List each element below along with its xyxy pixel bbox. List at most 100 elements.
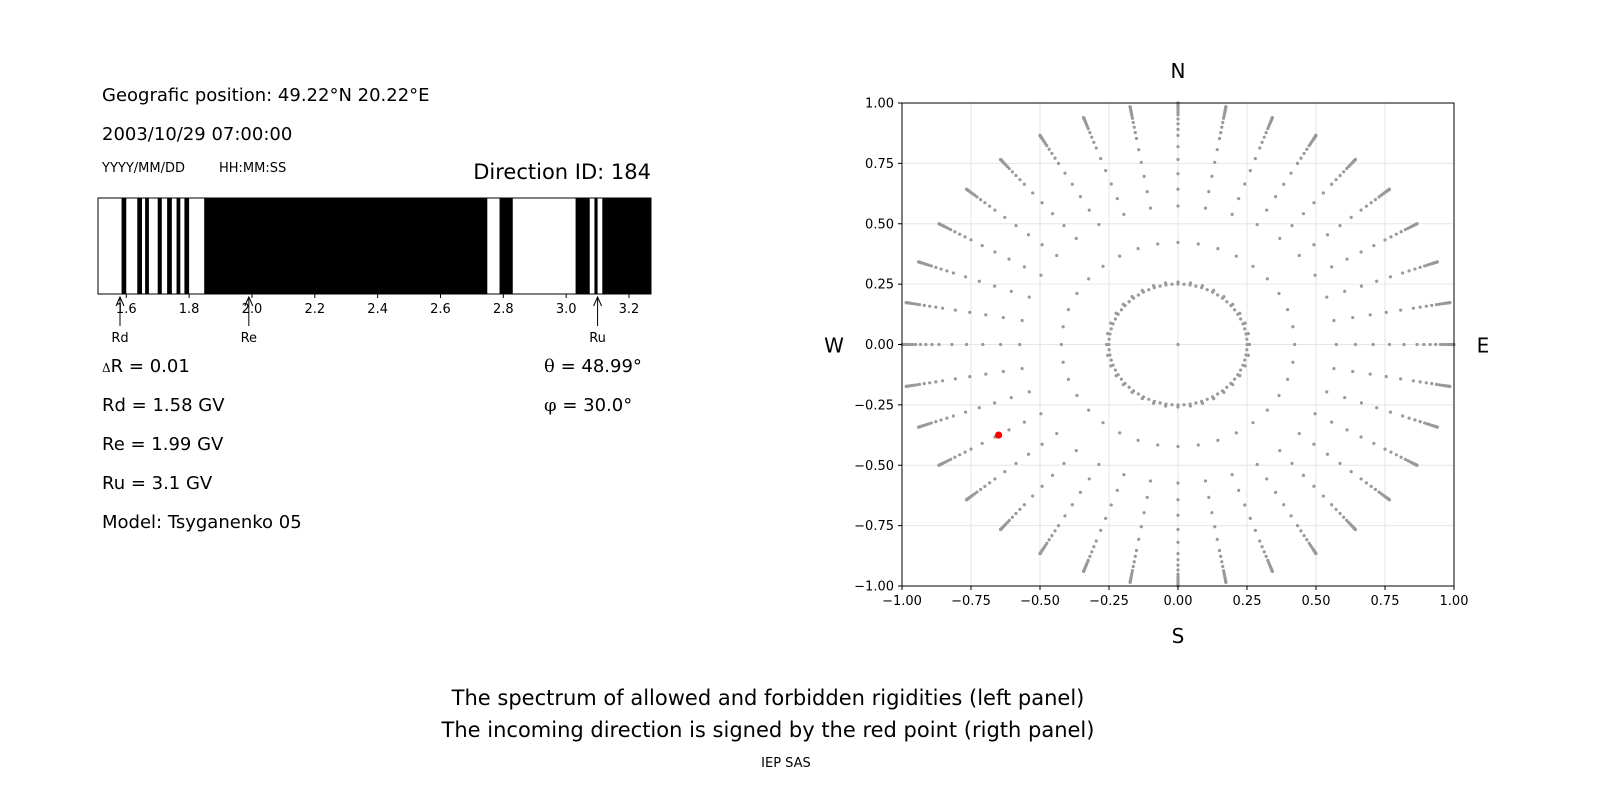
direction-point xyxy=(924,342,928,347)
direction-point xyxy=(1070,182,1074,186)
direction-point xyxy=(1233,377,1237,381)
direction-point xyxy=(1286,377,1290,382)
direction-point xyxy=(1247,342,1252,347)
credit: IEP SAS xyxy=(761,756,811,771)
direction-point xyxy=(1118,431,1122,435)
direction-point xyxy=(1248,516,1252,520)
direction-point xyxy=(1435,260,1439,264)
direction-point xyxy=(1313,412,1317,416)
spectrum-tick-label: 3.2 xyxy=(619,302,640,317)
direction-point xyxy=(1234,431,1238,435)
direction-point xyxy=(1411,379,1415,383)
direction-point xyxy=(1415,222,1419,226)
direction-point xyxy=(918,342,922,347)
direction-point xyxy=(1413,267,1417,271)
direction-point xyxy=(915,302,919,306)
marker-ru-label: Ru xyxy=(589,331,606,346)
direction-point xyxy=(1277,291,1281,296)
direction-point xyxy=(1074,236,1078,240)
direction-point xyxy=(1435,425,1439,429)
direction-point xyxy=(1401,414,1405,418)
direction-point xyxy=(1128,580,1132,584)
direction-point xyxy=(917,425,921,429)
time-format-label: HH:MM:SS xyxy=(219,161,287,176)
incoming-direction-chart: −1.00−1.00 −0.75 −0.75 −0.50 −0.50 −0.25 −0.25… xyxy=(824,59,1489,648)
direction-point xyxy=(1371,342,1375,347)
direction-point xyxy=(1090,550,1094,554)
direction-point xyxy=(1053,529,1057,533)
direction-point xyxy=(1128,105,1132,109)
direction-point xyxy=(1399,308,1403,312)
direction-point xyxy=(1003,215,1007,219)
direction-point xyxy=(1176,133,1180,137)
direction-point xyxy=(1088,131,1092,135)
direction-point xyxy=(1418,380,1422,384)
date-time: 2003/10/29 07:00:00 xyxy=(102,124,293,145)
direction-point xyxy=(1014,461,1018,466)
y-tick-label: 0.50 xyxy=(865,217,894,232)
direction-point xyxy=(1007,257,1011,261)
direction-point xyxy=(1104,516,1108,520)
direction-point xyxy=(958,453,962,457)
direction-point xyxy=(1205,288,1209,292)
direction-point xyxy=(988,204,992,208)
forbidden-band-10 xyxy=(594,198,598,294)
direction-point xyxy=(1383,447,1387,451)
direction-point xyxy=(1411,306,1415,310)
direction-point xyxy=(953,377,957,381)
spectrum-tick-label: 2.8 xyxy=(493,302,514,317)
direction-point xyxy=(1111,322,1115,326)
direction-point xyxy=(1127,385,1131,389)
direction-point xyxy=(1152,286,1156,290)
direction-point xyxy=(1424,381,1428,385)
direction-point xyxy=(1139,160,1143,164)
theta-symbol: θ xyxy=(544,356,555,377)
spectrum-tick-label: 3.0 xyxy=(556,302,577,317)
direction-point xyxy=(1245,337,1249,341)
rd-value: Rd = 1.58 GV xyxy=(102,395,225,416)
direction-point xyxy=(1133,130,1137,135)
direction-point xyxy=(984,372,988,376)
direction-point xyxy=(1225,385,1229,389)
direction-point xyxy=(1176,204,1180,208)
x-tick-label: 0.50 xyxy=(1302,594,1331,609)
direction-point xyxy=(1394,453,1398,457)
direction-point xyxy=(1082,569,1086,574)
phi-text: = 30.0° xyxy=(556,395,633,416)
direction-point xyxy=(1136,246,1140,251)
direction-point xyxy=(1061,325,1065,329)
direction-point xyxy=(939,418,943,422)
direction-point xyxy=(1142,174,1146,178)
direction-point xyxy=(1359,401,1363,405)
direction-point xyxy=(1293,342,1297,347)
direction-point xyxy=(917,260,921,264)
direction-point xyxy=(1001,315,1005,320)
direction-point xyxy=(1031,494,1035,498)
direction-point xyxy=(1312,442,1316,446)
direction-point xyxy=(1330,420,1334,424)
direction-point xyxy=(1338,461,1342,466)
direction-point xyxy=(1220,296,1225,300)
direction-point xyxy=(1009,395,1013,400)
direction-point xyxy=(937,342,941,347)
direction-point xyxy=(1372,243,1376,248)
direction-point xyxy=(1122,212,1126,216)
direction-point xyxy=(1188,283,1192,287)
y-tick-label: 1.00 xyxy=(865,97,894,112)
direction-point xyxy=(1282,182,1286,186)
direction-point xyxy=(1237,197,1241,201)
direction-point xyxy=(1142,511,1146,515)
direction-point xyxy=(1176,563,1180,567)
direction-point xyxy=(1383,238,1387,242)
direction-point xyxy=(1368,372,1372,376)
direction-id: Direction ID: 184 xyxy=(473,160,651,184)
direction-point xyxy=(1369,201,1373,205)
direction-point xyxy=(1092,545,1096,549)
direction-point xyxy=(1131,296,1136,300)
direction-point xyxy=(1343,395,1347,400)
direction-point xyxy=(1245,342,1249,347)
direction-point xyxy=(1369,484,1373,488)
direction-point xyxy=(1388,410,1393,414)
direction-point xyxy=(1291,325,1295,329)
direction-point xyxy=(1302,151,1306,156)
